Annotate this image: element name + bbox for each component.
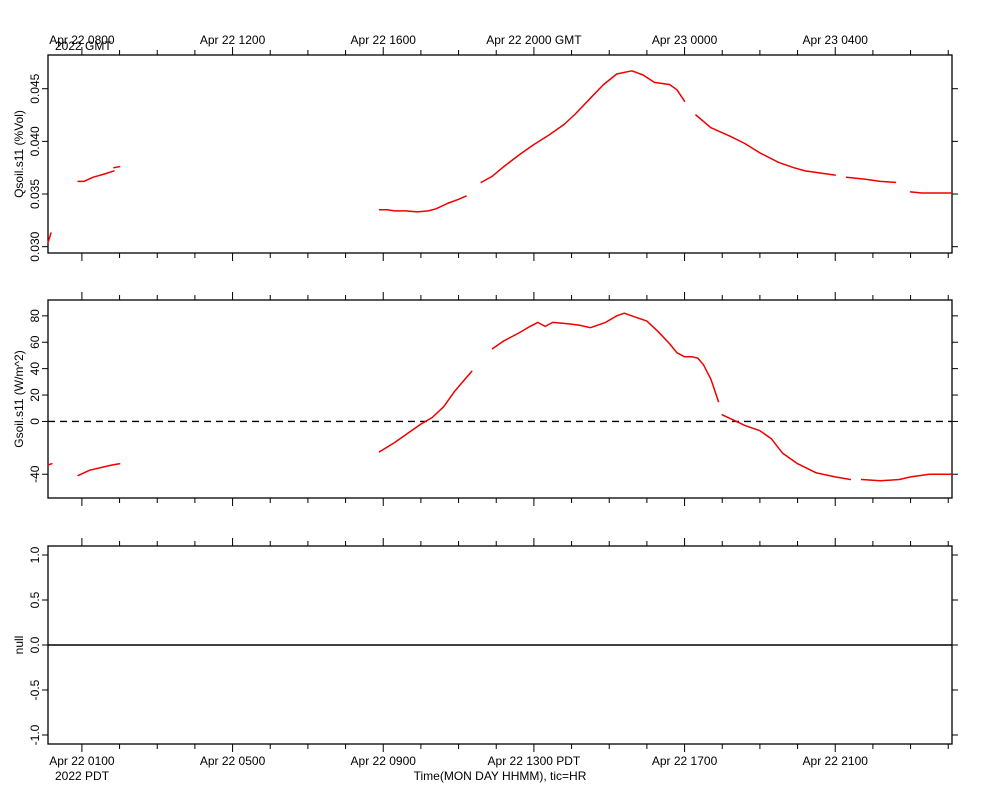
panel-2: -40 0 20 40 60 80 Gsoil.s11 (W/m^2) <box>12 292 958 506</box>
y-tick-label: 0.045 <box>28 73 42 103</box>
y-tick-label: -40 <box>28 465 42 483</box>
y-tick-label: 0.040 <box>28 126 42 156</box>
y-tick-label: 0.035 <box>28 179 42 209</box>
y-tick-label: 0.030 <box>28 231 42 261</box>
series-segment-8 <box>909 191 953 194</box>
series-segment-6 <box>860 473 953 482</box>
bottom-time-label: Apr 22 2100 <box>803 754 869 768</box>
y-tick-label: 0 <box>28 418 42 425</box>
top-year-label: 2022 GMT <box>55 39 112 53</box>
y-axis-title: null <box>12 636 26 655</box>
y-tick-label: 80 <box>28 309 42 323</box>
y-tick-label: 0.0 <box>28 636 42 653</box>
series-segment-5 <box>480 70 686 184</box>
panel-frame <box>47 54 953 254</box>
series-segment-4 <box>491 312 720 403</box>
y-axis-title: Gsoil.s11 (W/m^2) <box>12 350 26 447</box>
y-tick-label: 20 <box>28 388 42 402</box>
y-tick-label: 60 <box>28 335 42 349</box>
top-time-axis: Apr 22 0800 Apr 22 1200 Apr 22 1600 Apr 22 … <box>49 33 868 53</box>
top-time-label: Apr 23 0000 <box>652 33 718 47</box>
bottom-year-label: 2022 PDT <box>55 769 110 783</box>
top-time-label: Apr 22 1600 <box>351 33 417 47</box>
y-tick-label: -0.5 <box>28 679 42 700</box>
series-segment-5 <box>721 414 852 481</box>
top-time-label: Apr 22 1200 <box>200 33 266 47</box>
top-time-label: Apr 22 2000 GMT <box>486 33 582 47</box>
bottom-time-label: Apr 22 1700 <box>652 754 718 768</box>
top-time-label: Apr 23 0400 <box>803 33 869 47</box>
series-segment-2 <box>77 170 115 183</box>
panel-3: -1.0 -0.5 0.0 0.5 1.0 null <box>12 538 958 752</box>
series-segment-4 <box>378 195 467 213</box>
series-segment-7 <box>845 176 897 184</box>
series-segment-2 <box>77 462 121 477</box>
x-axis-title: Time(MON DAY HHMM), tic=HR <box>414 769 587 783</box>
y-tick-label: -1.0 <box>28 724 42 745</box>
y-axis-title: Qsoil.s11 (%Vol) <box>12 110 26 198</box>
series-segment-3 <box>113 165 121 169</box>
y-tick-label: 1.0 <box>28 546 42 563</box>
panel-frame <box>47 299 953 499</box>
bottom-time-label: Apr 22 0900 <box>351 754 417 768</box>
y-tick-label: 0.5 <box>28 591 42 608</box>
bottom-time-label: Apr 22 0500 <box>200 754 266 768</box>
series-segment-3 <box>378 370 473 453</box>
bottom-time-label: Apr 22 1300 PDT <box>488 754 581 768</box>
series-segment-1 <box>47 462 53 466</box>
y-tick-label: 40 <box>28 362 42 376</box>
bottom-time-axis: Apr 22 0100 Apr 22 0500 Apr 22 0900 Apr 22 … <box>49 754 868 783</box>
series-segment-6 <box>695 114 836 176</box>
top-time-label: Apr 22 0800 <box>49 33 115 47</box>
series-segment-1 <box>47 232 52 244</box>
bottom-time-label: Apr 22 0100 <box>49 754 115 768</box>
